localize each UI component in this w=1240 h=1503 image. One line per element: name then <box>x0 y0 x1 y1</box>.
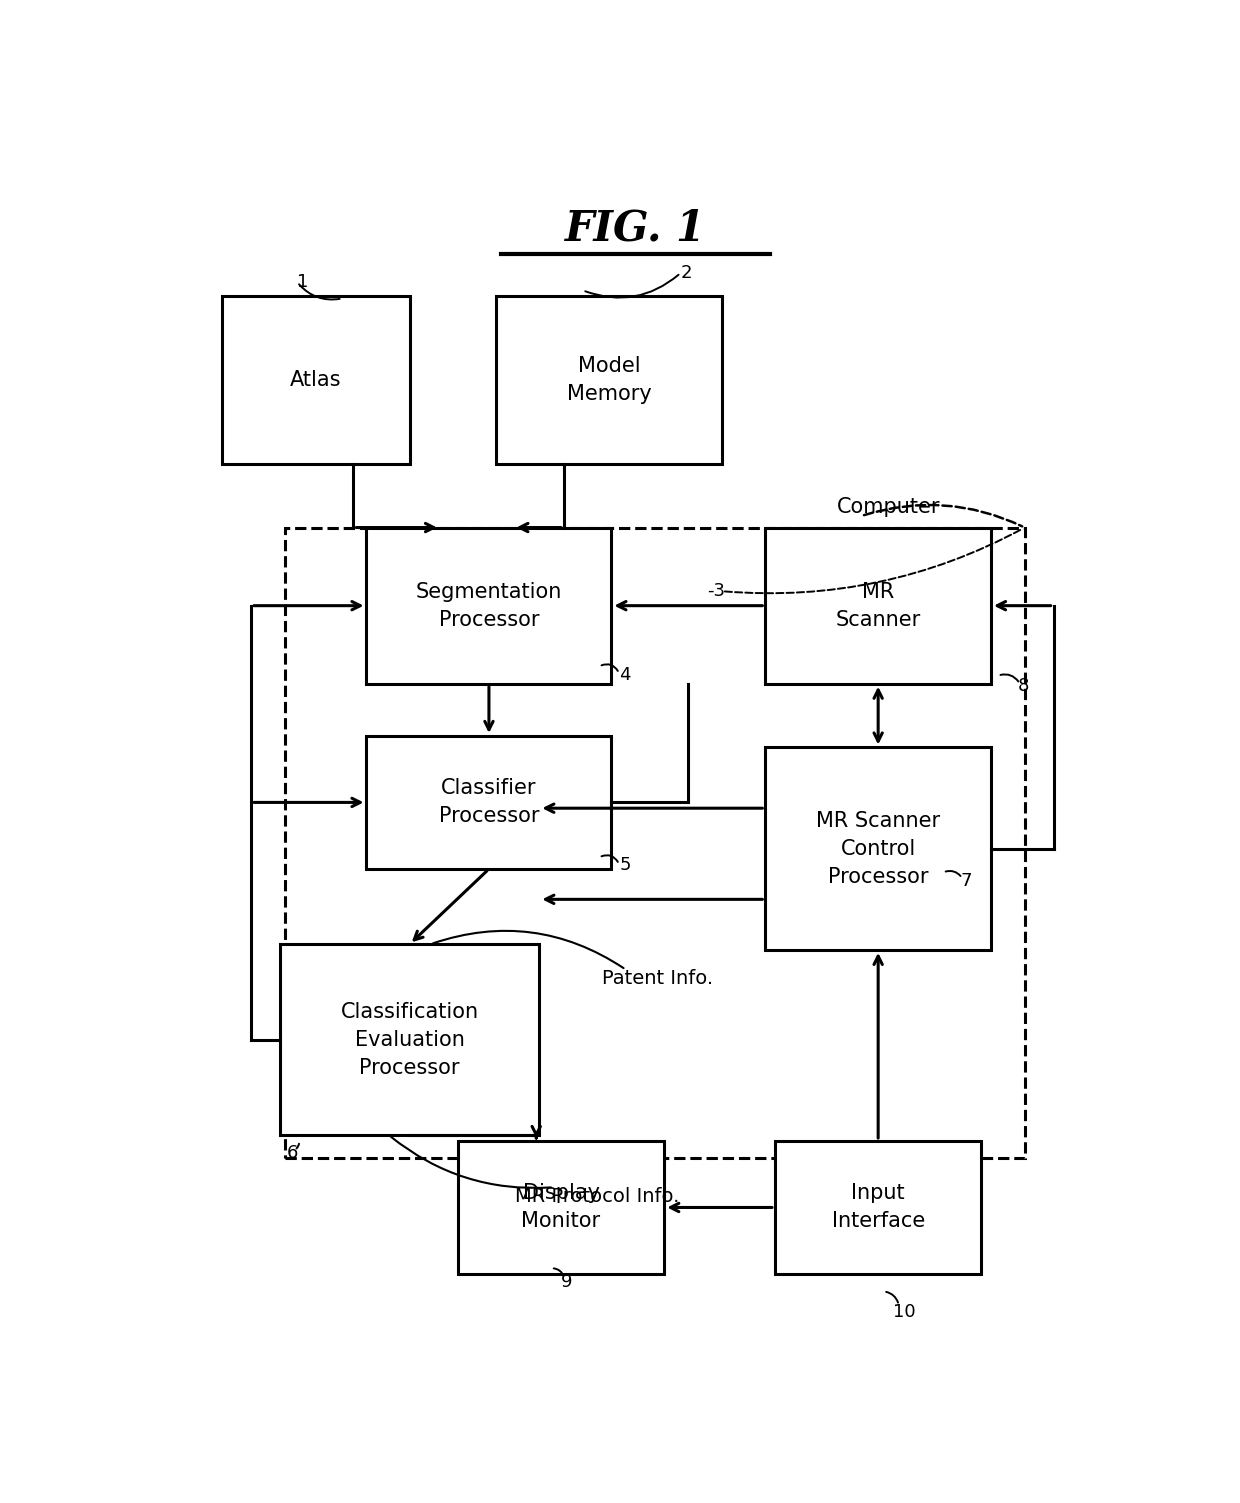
Text: MR Protocol Info.: MR Protocol Info. <box>516 1187 680 1205</box>
Text: Input
Interface: Input Interface <box>832 1183 925 1231</box>
Text: 2: 2 <box>681 265 692 283</box>
Text: Model
Memory: Model Memory <box>567 356 651 404</box>
Text: 7: 7 <box>960 872 972 890</box>
Text: -3: -3 <box>708 582 725 600</box>
Text: FIG. 1: FIG. 1 <box>565 207 706 249</box>
FancyBboxPatch shape <box>367 736 611 869</box>
Text: Display
Monitor: Display Monitor <box>522 1183 600 1231</box>
Text: Classification
Evaluation
Processor: Classification Evaluation Processor <box>341 1001 479 1078</box>
Text: Atlas: Atlas <box>290 370 342 389</box>
Text: MR Scanner
Control
Processor: MR Scanner Control Processor <box>816 810 940 887</box>
FancyBboxPatch shape <box>280 944 539 1135</box>
Text: Segmentation
Processor: Segmentation Processor <box>415 582 562 630</box>
FancyBboxPatch shape <box>222 296 409 464</box>
Text: 1: 1 <box>298 274 309 292</box>
Text: 6: 6 <box>286 1144 298 1162</box>
Text: 9: 9 <box>560 1273 572 1291</box>
Text: 5: 5 <box>619 857 631 875</box>
FancyBboxPatch shape <box>458 1141 665 1275</box>
Text: MR
Scanner: MR Scanner <box>836 582 921 630</box>
Text: 4: 4 <box>619 666 631 684</box>
FancyBboxPatch shape <box>775 1141 982 1275</box>
FancyBboxPatch shape <box>285 528 1024 1159</box>
FancyBboxPatch shape <box>765 747 991 950</box>
Text: Classifier
Processor: Classifier Processor <box>439 779 539 827</box>
Text: 8: 8 <box>1018 678 1029 694</box>
FancyBboxPatch shape <box>765 528 991 684</box>
FancyBboxPatch shape <box>367 528 611 684</box>
Text: 10: 10 <box>893 1303 915 1321</box>
Text: Patent Info.: Patent Info. <box>601 969 713 989</box>
FancyBboxPatch shape <box>496 296 722 464</box>
Text: Computer: Computer <box>837 496 941 517</box>
